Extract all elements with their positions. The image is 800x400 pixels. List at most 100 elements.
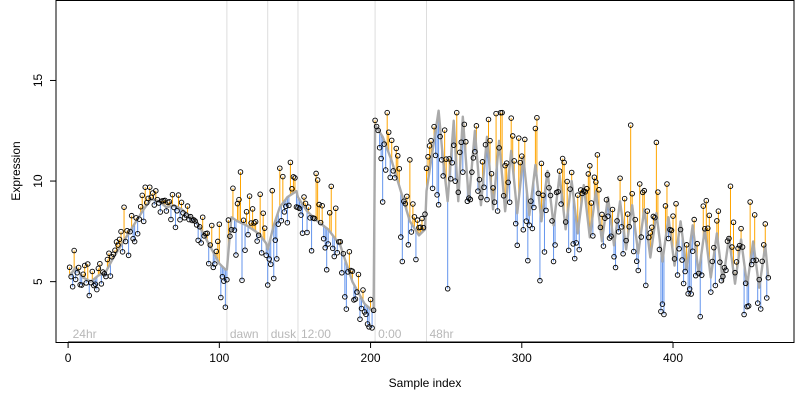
data-point [460, 169, 466, 175]
data-point [171, 204, 177, 211]
data-point [352, 296, 359, 302]
data-point [647, 230, 654, 236]
data-point [278, 217, 285, 224]
data-point [174, 207, 180, 214]
data-point [100, 269, 106, 275]
data-point [618, 224, 625, 230]
data-point [549, 218, 555, 224]
data-point [568, 169, 575, 176]
data-point [546, 185, 552, 191]
data-point [221, 278, 227, 284]
data-point [216, 221, 223, 228]
data-point [204, 230, 210, 237]
data-point [659, 301, 666, 307]
data-point [301, 194, 307, 200]
data-point [370, 307, 377, 314]
data-point [449, 160, 455, 166]
data-point [330, 245, 336, 252]
data-point [720, 273, 726, 280]
data-point [337, 239, 344, 245]
data-point [626, 224, 632, 230]
data-point [328, 183, 334, 190]
data-point [661, 311, 667, 318]
data-point [372, 117, 378, 124]
data-point [736, 242, 743, 249]
data-point [732, 269, 738, 276]
data-point [463, 139, 469, 145]
data-point [68, 273, 74, 280]
data-point [395, 153, 401, 159]
region-label: dawn [230, 327, 259, 341]
data-point [614, 218, 620, 224]
data-point [522, 136, 528, 143]
data-point [392, 175, 398, 181]
data-point [190, 217, 197, 223]
data-point [538, 160, 545, 167]
data-point [227, 233, 233, 239]
data-point [727, 183, 734, 189]
data-point [119, 249, 126, 255]
data-point [726, 235, 732, 242]
data-point [738, 225, 744, 232]
data-point [588, 200, 595, 206]
data-point [699, 272, 705, 278]
data-point [369, 325, 375, 331]
data-point [717, 259, 723, 265]
data-point [284, 219, 291, 226]
data-point [703, 197, 710, 204]
data-point [423, 165, 430, 172]
data-point [730, 219, 737, 226]
data-point [562, 219, 569, 225]
data-point [89, 268, 96, 275]
data-point [136, 216, 142, 222]
data-point [762, 221, 769, 227]
data-point [432, 152, 439, 159]
data-point [116, 236, 123, 243]
data-point [239, 277, 245, 284]
data-point [127, 228, 133, 235]
data-point [209, 222, 215, 229]
data-point [591, 174, 598, 181]
data-point [145, 195, 151, 202]
data-point [207, 242, 214, 248]
data-point [691, 216, 697, 223]
data-point [535, 190, 542, 197]
data-point [472, 148, 478, 155]
data-point [587, 163, 593, 169]
data-point [764, 295, 770, 301]
data-point [163, 208, 170, 214]
data-point [670, 213, 676, 219]
data-point [695, 270, 702, 277]
data-point [178, 199, 185, 206]
data-point [364, 321, 371, 327]
data-point [218, 294, 224, 301]
data-point [98, 281, 105, 287]
data-point [360, 287, 366, 293]
data-point [425, 154, 431, 160]
data-point [531, 204, 537, 211]
data-point [578, 187, 584, 193]
data-point [711, 244, 717, 251]
data-point [224, 276, 230, 283]
data-point [172, 224, 179, 231]
data-point [304, 229, 310, 236]
data-point [393, 145, 400, 152]
y-tick-label: 15 [31, 73, 45, 87]
data-point [605, 213, 611, 219]
region-label: 0:00 [378, 327, 402, 341]
data-point [603, 197, 610, 203]
data-point [128, 212, 135, 219]
data-point [555, 188, 561, 195]
data-point [597, 224, 604, 231]
data-point [177, 216, 183, 223]
data-point [617, 175, 623, 181]
y-tick-label: 5 [31, 278, 45, 285]
data-point [366, 324, 372, 330]
data-point [590, 233, 596, 239]
data-point [322, 245, 328, 251]
data-point [390, 168, 396, 174]
data-point [419, 215, 425, 222]
data-point [210, 264, 217, 271]
data-point [139, 192, 145, 199]
data-point [574, 192, 581, 198]
